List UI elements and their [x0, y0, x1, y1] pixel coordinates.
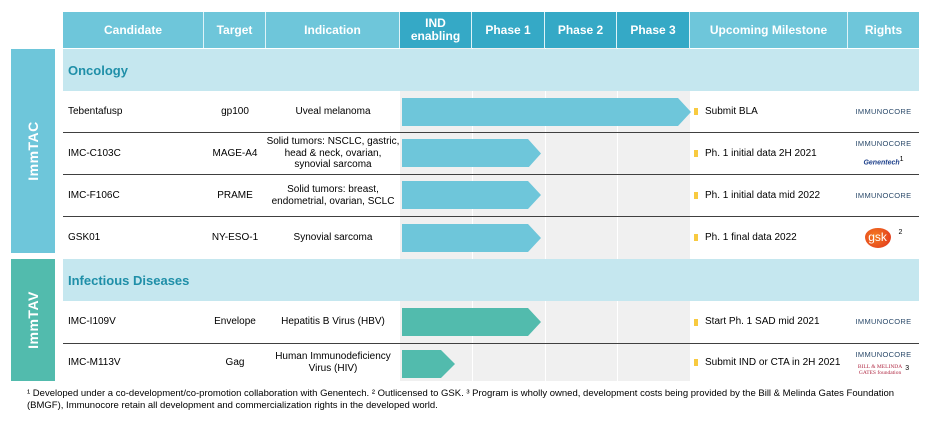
- category-oncology: Oncology: [63, 49, 919, 91]
- target: gp100: [221, 105, 249, 117]
- header-milestone: Upcoming Milestone: [690, 12, 848, 48]
- header-rights: Rights: [848, 12, 919, 48]
- indication: Human Immunodeficiency Virus (HIV): [275, 351, 391, 374]
- category-infectious-diseases: Infectious Diseases: [63, 259, 919, 301]
- bullet-icon: [694, 234, 698, 241]
- rights: IMMUNOCORE BILL & MELINDA GATES foundatio…: [848, 344, 919, 381]
- table-row: IMC-M113V Gag Human Immunodeficiency Vir…: [63, 344, 919, 381]
- candidate-name: IMC-F106C: [68, 189, 120, 201]
- bmgf-line2: GATES foundation: [858, 370, 902, 377]
- row-divider: [63, 174, 919, 175]
- category-title: Oncology: [68, 62, 128, 78]
- header-indication: Indication: [266, 12, 400, 48]
- indication: Solid tumors: breast, endometrial, ovari…: [271, 184, 395, 207]
- milestone: Submit IND or CTA in 2H 2021: [691, 344, 849, 381]
- milestone: Ph. 1 final data 2022: [691, 217, 849, 258]
- progress-arrow-phase3: [402, 98, 691, 126]
- candidate-name: Tebentafusp: [68, 105, 123, 117]
- table-row: GSK01 NY-ESO-1 Synovial sarcoma Ph. 1 fi…: [63, 217, 919, 258]
- milestone-text: Submit IND or CTA in 2H 2021: [705, 356, 841, 368]
- stage-divider: [617, 48, 618, 381]
- table-row: IMC-I109V Envelope Hepatitis B Virus (HB…: [63, 301, 919, 343]
- header-phase2: Phase 2: [545, 12, 617, 48]
- rights: IMMUNOCORE: [848, 175, 919, 216]
- header-phase1: Phase 1: [472, 12, 545, 48]
- milestone: Start Ph. 1 SAD mid 2021: [691, 301, 849, 343]
- group-label-immtac: ImmTAC: [11, 49, 55, 253]
- category-title: Infectious Diseases: [68, 272, 190, 288]
- bullet-icon: [694, 318, 698, 326]
- candidate-name: IMC-I109V: [68, 316, 116, 328]
- target: Gag: [225, 356, 245, 368]
- rights: IMMUNOCORE Genentech1: [848, 133, 919, 174]
- bullet-icon: [694, 359, 698, 366]
- gsk-logo: gsk: [864, 227, 891, 248]
- progress-arrow-phase1: [402, 181, 541, 209]
- bmgf-logo: BILL & MELINDA GATES foundation: [858, 364, 902, 376]
- footnote-marker: 1: [899, 155, 904, 163]
- target: MAGE-A4: [212, 147, 258, 159]
- group-label-text: ImmTAV: [25, 291, 41, 349]
- immunocore-logo: IMMUNOCORE: [855, 349, 912, 359]
- header-target: Target: [204, 12, 266, 48]
- immunocore-logo: IMMUNOCORE: [855, 139, 912, 149]
- milestone: Ph. 1 initial data 2H 2021: [691, 133, 849, 174]
- group-label-text: ImmTAC: [25, 121, 41, 181]
- row-divider: [63, 132, 919, 133]
- progress-arrow-ind-enabling: [402, 350, 455, 378]
- rights: gsk 2: [848, 217, 919, 258]
- table-row: Tebentafusp gp100 Uveal melanoma Submit …: [63, 91, 919, 132]
- rights: IMMUNOCORE: [848, 301, 919, 343]
- table-row: IMC-F106C PRAME Solid tumors: breast, en…: [63, 175, 919, 216]
- milestone-text: Ph. 1 final data 2022: [705, 231, 797, 243]
- immunocore-logo: IMMUNOCORE: [855, 317, 912, 327]
- target: NY-ESO-1: [211, 231, 259, 243]
- bullet-icon: [694, 108, 698, 115]
- target: PRAME: [217, 189, 253, 201]
- bmgf-logo-wrap: BILL & MELINDA GATES foundation 3: [858, 360, 909, 376]
- milestone: Submit BLA: [691, 91, 849, 132]
- indication: Solid tumors: NSCLC, gastric, head & nec…: [266, 136, 400, 171]
- indication: Hepatitis B Virus (HBV): [281, 316, 385, 328]
- candidate-name: IMC-C103C: [68, 147, 121, 159]
- progress-arrow-phase1: [402, 224, 541, 252]
- progress-arrow-phase1: [402, 308, 541, 336]
- group-label-immtav: ImmTAV: [11, 259, 55, 381]
- milestone-text: Ph. 1 initial data 2H 2021: [705, 147, 817, 159]
- candidate-name: IMC-M113V: [68, 356, 121, 368]
- milestone: Ph. 1 initial data mid 2022: [691, 175, 849, 216]
- progress-arrow-phase1: [402, 139, 541, 167]
- table-row: IMC-C103C MAGE-A4 Solid tumors: NSCLC, g…: [63, 133, 919, 174]
- stage-divider: [545, 48, 546, 381]
- target: Envelope: [214, 316, 256, 328]
- indication: Uveal melanoma: [295, 105, 371, 117]
- footnote-text: ¹ Developed under a co-development/co-pr…: [27, 388, 895, 411]
- row-divider: [63, 216, 919, 217]
- milestone-text: Submit BLA: [705, 105, 758, 117]
- genentech-text: Genentech: [863, 159, 900, 167]
- footnote-marker: 3: [905, 365, 910, 373]
- bullet-icon: [694, 150, 698, 157]
- milestone-text: Ph. 1 initial data mid 2022: [705, 189, 821, 201]
- immunocore-logo: IMMUNOCORE: [855, 190, 912, 200]
- immunocore-logo: IMMUNOCORE: [855, 106, 912, 116]
- bullet-icon: [694, 192, 698, 199]
- rights: IMMUNOCORE: [848, 91, 919, 132]
- milestone-text: Start Ph. 1 SAD mid 2021: [705, 316, 820, 328]
- genentech-logo: Genentech1: [863, 154, 903, 169]
- header-ind-enabling: IND enabling: [400, 12, 472, 48]
- header-candidate: Candidate: [63, 12, 204, 48]
- row-divider: [63, 343, 919, 344]
- stage-divider: [472, 48, 473, 381]
- footnote-marker: 2: [898, 228, 903, 236]
- bmgf-line1: BILL & MELINDA: [857, 364, 903, 371]
- header-phase3: Phase 3: [617, 12, 690, 48]
- indication: Synovial sarcoma: [293, 231, 373, 243]
- candidate-name: GSK01: [68, 231, 101, 243]
